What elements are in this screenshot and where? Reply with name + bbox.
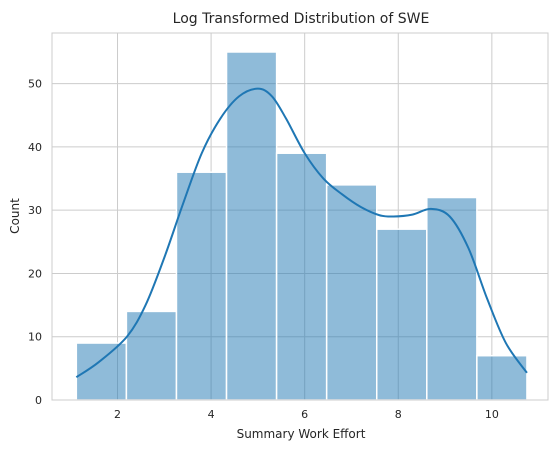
histogram-bar: [325, 184, 378, 401]
chart-title: Log Transformed Distribution of SWE: [173, 11, 430, 27]
histogram-bars: [75, 51, 528, 401]
y-tick-label: 10: [28, 331, 42, 344]
x-tick-label: 2: [114, 408, 121, 421]
y-tick-label: 50: [28, 78, 42, 91]
kde-curve: [75, 87, 528, 379]
x-tick-label: 6: [301, 408, 308, 421]
histogram-bar: [125, 310, 178, 401]
x-axis-label: Summary Work Effort: [237, 427, 366, 441]
y-tick-label: 40: [28, 141, 42, 154]
plot-frame: [51, 32, 549, 401]
y-tick-label: 20: [28, 267, 42, 280]
y-tick-labels: 0 10 20 30 40 50: [28, 78, 42, 407]
x-tick-labels: 2 4 6 8 10: [114, 408, 499, 421]
x-tick-label: 4: [208, 408, 215, 421]
kde-curve-group: [75, 87, 528, 379]
histogram-bar: [426, 196, 478, 401]
histogram-bar: [275, 152, 328, 401]
histogram-bar: [225, 51, 278, 401]
y-axis-label: Count: [8, 198, 22, 234]
y-tick-label: 30: [28, 204, 42, 217]
y-tick-label: 0: [35, 394, 42, 407]
x-tick-label: 8: [395, 408, 402, 421]
histogram-bar: [375, 228, 428, 401]
histogram-bar: [175, 171, 228, 401]
x-tick-label: 10: [485, 408, 499, 421]
